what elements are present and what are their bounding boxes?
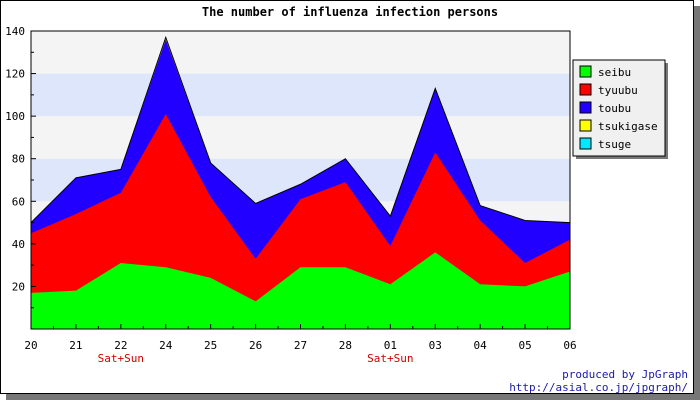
x-tick-label: 28 [339,339,352,352]
legend-swatch-tsukigase [579,119,592,132]
x-tick-note: Sat+Sun [98,352,144,365]
legend-swatch-tyuubu [579,83,592,96]
x-tick-label: 27 [294,339,307,352]
legend-label-tsuge: tsuge [598,138,631,151]
x-tick-label: 21 [69,339,82,352]
legend-swatch-toubu [579,101,592,114]
x-tick-label: 01 [384,339,397,352]
legend-label-tsukigase: tsukigase [598,120,658,133]
grid-band [31,31,570,74]
y-tick-label: 80 [12,153,25,166]
frame-shadow-right [694,6,700,400]
x-tick-label: 20 [24,339,37,352]
area-seibu [31,252,570,329]
y-tick-label: 40 [12,238,25,251]
x-tick-label: 22 [114,339,127,352]
x-tick-label: 03 [429,339,442,352]
x-tick-label: 04 [474,339,488,352]
y-tick-label: 120 [5,68,25,81]
legend-swatch-tsuge [579,137,592,150]
frame-shadow-bottom [6,394,700,400]
y-tick-label: 100 [5,110,25,123]
area-top-outline [30,35,571,224]
x-tick-label: 24 [159,339,173,352]
legend: seibu tyuubu toubu tsukigase tsuge [572,59,668,159]
legend-label-toubu: toubu [598,102,631,115]
x-tick-label: 26 [249,339,262,352]
y-tick-label: 140 [5,25,25,38]
x-tick-note: Sat+Sun [367,352,413,365]
x-tick-label: 06 [563,339,576,352]
legend-swatch-seibu [579,65,592,78]
grid-band [31,73,570,117]
legend-label-seibu: seibu [598,66,631,79]
grid-band [31,116,570,159]
footer-line-url[interactable]: http://asial.co.jp/jpgraph/ [509,381,688,394]
footer-line-producer: produced by JpGraph [562,368,688,381]
y-tick-label: 20 [12,280,25,293]
x-tick-label: 05 [518,339,531,352]
legend-label-tyuubu: tyuubu [598,84,638,97]
x-tick-label: 25 [204,339,217,352]
footer-credit: produced by JpGraph http://asial.co.jp/j… [509,368,688,394]
y-tick-label: 60 [12,195,25,208]
chart-title: The number of influenza infection person… [202,5,498,19]
area-series [30,35,571,330]
